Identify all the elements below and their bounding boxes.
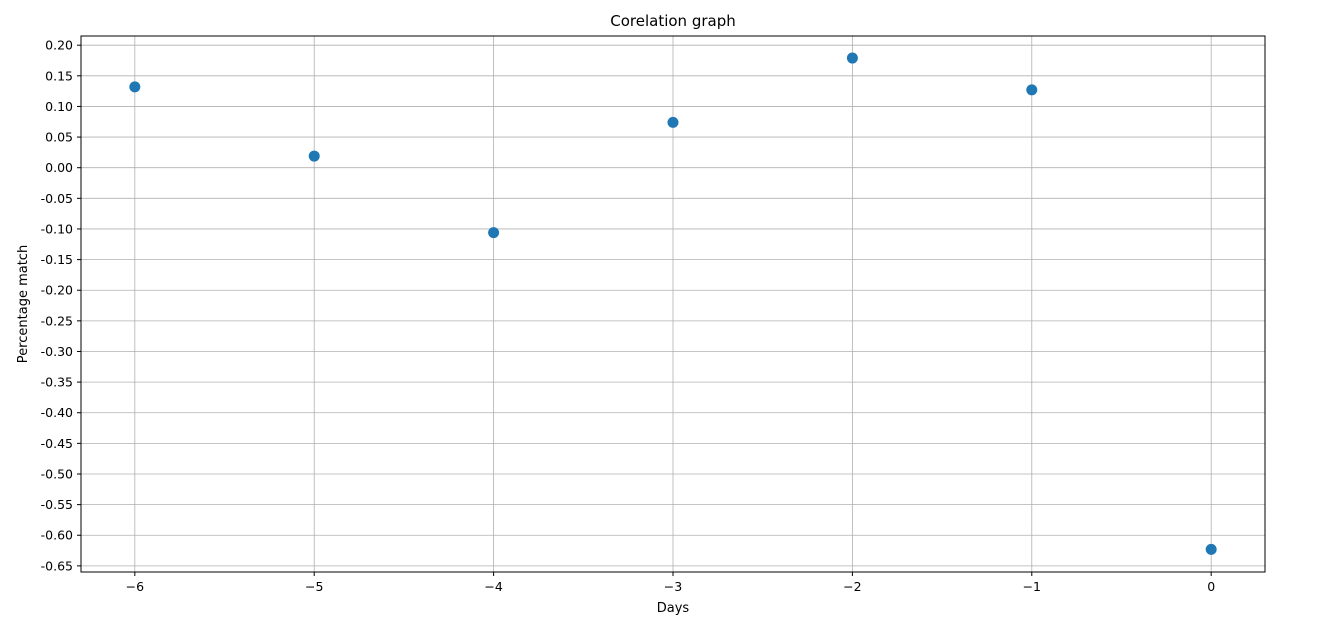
- y-tick-label: -0.65: [41, 558, 73, 573]
- data-point: [308, 150, 320, 162]
- data-point: [488, 227, 500, 239]
- x-tick-label: −1: [1023, 579, 1041, 594]
- x-axis-label: Days: [657, 601, 690, 616]
- y-tick-label: 0.10: [45, 99, 73, 114]
- x-tick-label: −3: [664, 579, 682, 594]
- y-tick-label: -0.15: [41, 252, 73, 267]
- x-tick-label: 0: [1207, 579, 1215, 594]
- x-tick-label: −2: [843, 579, 861, 594]
- y-tick-label: 0.00: [45, 160, 73, 175]
- x-tick-label: −6: [126, 579, 144, 594]
- y-tick-label: -0.55: [41, 497, 73, 512]
- data-point: [1026, 84, 1038, 96]
- y-tick-label: -0.60: [41, 528, 73, 543]
- grid: [81, 36, 1265, 572]
- y-tick-label: -0.05: [41, 191, 73, 206]
- y-axis-label: Percentage match: [16, 245, 31, 363]
- data-point: [1205, 543, 1217, 555]
- y-tick-label: 0.05: [45, 130, 73, 145]
- x-axis-ticks: −6 −5 −4 −3 −2 −1 0: [126, 572, 1215, 594]
- data-point: [129, 81, 141, 93]
- data-point: [667, 116, 679, 128]
- chart-title: Corelation graph: [610, 12, 736, 30]
- y-axis-ticks: 0.20 0.15 0.10 0.05 0.00 -0.05 -0.10 -0.15 -0.20…: [41, 38, 81, 573]
- data-point: [846, 52, 858, 64]
- y-tick-label: -0.30: [41, 344, 73, 359]
- y-tick-label: -0.25: [41, 313, 73, 328]
- y-tick-label: -0.20: [41, 283, 73, 298]
- y-tick-label: -0.35: [41, 375, 73, 390]
- y-tick-label: 0.20: [45, 38, 73, 53]
- x-tick-label: −5: [305, 579, 323, 594]
- y-tick-label: -0.45: [41, 436, 73, 451]
- data-points: [129, 52, 1217, 555]
- y-tick-label: -0.10: [41, 221, 73, 236]
- y-tick-label: 0.15: [45, 68, 73, 83]
- y-tick-label: -0.40: [41, 405, 73, 420]
- y-tick-label: -0.50: [41, 466, 73, 481]
- x-tick-label: −4: [484, 579, 502, 594]
